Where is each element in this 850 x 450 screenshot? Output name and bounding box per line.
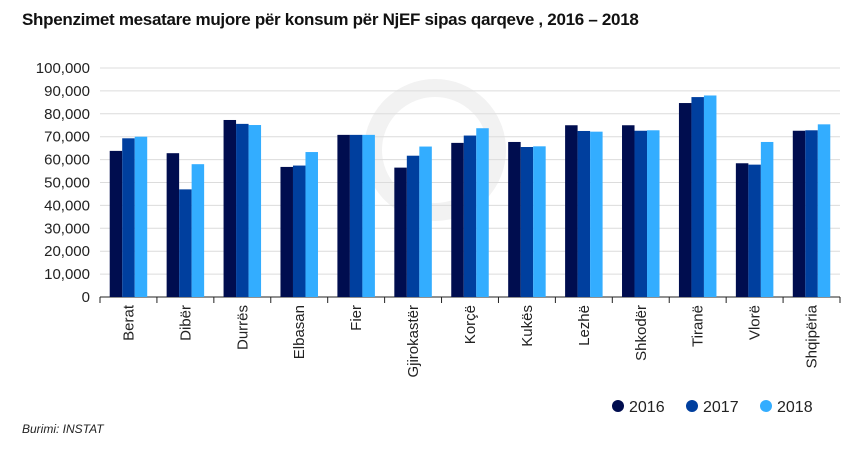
- bar-2017: [520, 147, 534, 297]
- bar-2018: [134, 136, 148, 297]
- bar-2017: [577, 130, 591, 297]
- bar-2018: [248, 125, 262, 297]
- x-tick-label: Dibër: [177, 305, 194, 341]
- bar-2016: [109, 150, 123, 297]
- y-tick-label: 50,000: [44, 175, 90, 192]
- bar-2016: [565, 125, 578, 297]
- bar-2017: [748, 164, 761, 297]
- x-tick-label: Gjirokastër: [405, 305, 422, 378]
- bar-2016: [508, 141, 521, 297]
- x-tick-label: Vlorë: [747, 305, 764, 340]
- bar-2018: [476, 128, 489, 297]
- bar-2016: [394, 167, 407, 297]
- bar-2017: [463, 135, 477, 297]
- bar-2018: [533, 146, 546, 297]
- bar-2016: [337, 134, 350, 297]
- x-tick-label: Kukës: [519, 305, 536, 347]
- x-tick-label: Durrës: [234, 305, 251, 350]
- y-tick-label: 80,000: [44, 106, 90, 123]
- y-tick-label: 30,000: [44, 220, 90, 237]
- bar-2018: [305, 152, 318, 297]
- bar-2016: [166, 153, 180, 297]
- legend-label-2018: 2018: [777, 399, 813, 416]
- bar-2016: [678, 103, 692, 297]
- x-tick-label: Lezhë: [576, 305, 593, 346]
- bar-2017: [406, 155, 420, 297]
- x-tick-label: Fier: [348, 305, 365, 331]
- x-tick-label: Elbasan: [291, 305, 308, 359]
- bar-2018: [590, 131, 603, 297]
- bar-2017: [349, 134, 363, 297]
- bar-2016: [792, 130, 806, 297]
- y-tick-label: 60,000: [44, 152, 90, 169]
- x-tick-label: Korçë: [462, 305, 479, 344]
- x-tick-label: Shqipëria: [804, 304, 821, 368]
- y-tick-label: 40,000: [44, 197, 90, 214]
- x-tick-label: Berat: [120, 304, 137, 341]
- bar-2016: [223, 119, 237, 297]
- chart-title: Shpenzimet mesatare mujore për konsum pë…: [22, 10, 639, 29]
- legend-label-2016: 2016: [629, 399, 665, 416]
- bar-2017: [179, 189, 192, 297]
- source-note: Burimi: INSTAT: [22, 422, 104, 436]
- bar-2018: [817, 124, 831, 297]
- legend-marker-2017: [686, 400, 698, 412]
- y-tick-label: 20,000: [44, 243, 90, 260]
- x-tick-label: Tiranë: [690, 305, 707, 347]
- bar-2016: [622, 125, 635, 297]
- bar-2018: [419, 146, 432, 297]
- bar-2016: [451, 142, 464, 297]
- bar-2018: [703, 95, 717, 297]
- bar-2017: [805, 130, 818, 297]
- bar-2017: [292, 165, 306, 297]
- bar-2017: [122, 138, 135, 297]
- y-tick-label: 0: [82, 289, 90, 306]
- y-tick-label: 70,000: [44, 129, 90, 146]
- bar-2016: [735, 163, 749, 297]
- legend-label-2017: 2017: [703, 399, 739, 416]
- bar-2018: [760, 141, 774, 297]
- bar-2016: [280, 166, 293, 297]
- legend-marker-2016: [612, 400, 624, 412]
- bar-2017: [634, 130, 648, 297]
- bar-2017: [236, 123, 249, 297]
- bar-2017: [691, 97, 704, 297]
- bar-2018: [191, 164, 205, 297]
- legend-marker-2018: [760, 400, 772, 412]
- bar-2018: [647, 130, 660, 297]
- y-tick-label: 10,000: [44, 266, 90, 283]
- x-tick-label: Shkodër: [633, 305, 650, 361]
- bar-2018: [362, 134, 375, 297]
- y-tick-label: 100,000: [36, 60, 90, 77]
- y-tick-label: 90,000: [44, 83, 90, 100]
